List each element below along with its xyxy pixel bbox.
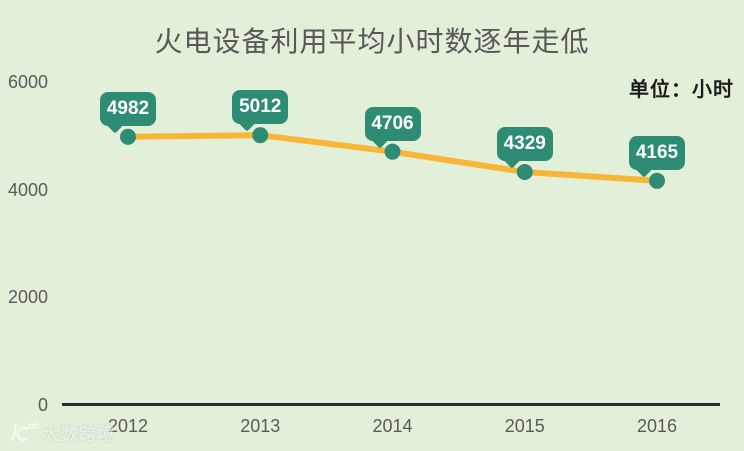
x-axis-label-2013: 2013 <box>240 416 281 436</box>
data-label-2016: 4165 <box>629 135 685 170</box>
data-label-2015: 4329 <box>496 126 553 161</box>
data-label-2012: 4982 <box>100 91 156 126</box>
data-point-2016 <box>649 172 665 189</box>
data-label-2013: 5012 <box>232 90 289 125</box>
data-point-2014 <box>384 143 401 160</box>
watermark-text: 大数跨境 <box>43 424 115 444</box>
x-axis-line <box>62 403 720 406</box>
watermark: 大数跨境 <box>7 419 115 445</box>
x-axis-label-2016: 2016 <box>636 416 678 436</box>
x-axis-label-2012: 2012 <box>107 416 149 436</box>
y-axis-tick-2000: 2000 <box>7 287 48 308</box>
y-axis-tick-0: 0 <box>37 395 48 415</box>
data-point-2012 <box>120 128 136 145</box>
unit-label: 单位：小时 <box>629 79 734 101</box>
watermark-logo-icon <box>10 422 39 442</box>
chart-title: 火电设备利用平均小时数逐年走低 <box>154 26 590 57</box>
data-point-2015 <box>516 163 533 180</box>
data-label-2014: 4706 <box>364 106 421 141</box>
data-point-2013 <box>252 127 269 144</box>
y-axis-tick-6000: 6000 <box>7 72 48 92</box>
x-axis-label-2015: 2015 <box>504 416 545 436</box>
x-axis-label-2014: 2014 <box>372 416 413 436</box>
y-axis-tick-4000: 4000 <box>7 179 48 200</box>
